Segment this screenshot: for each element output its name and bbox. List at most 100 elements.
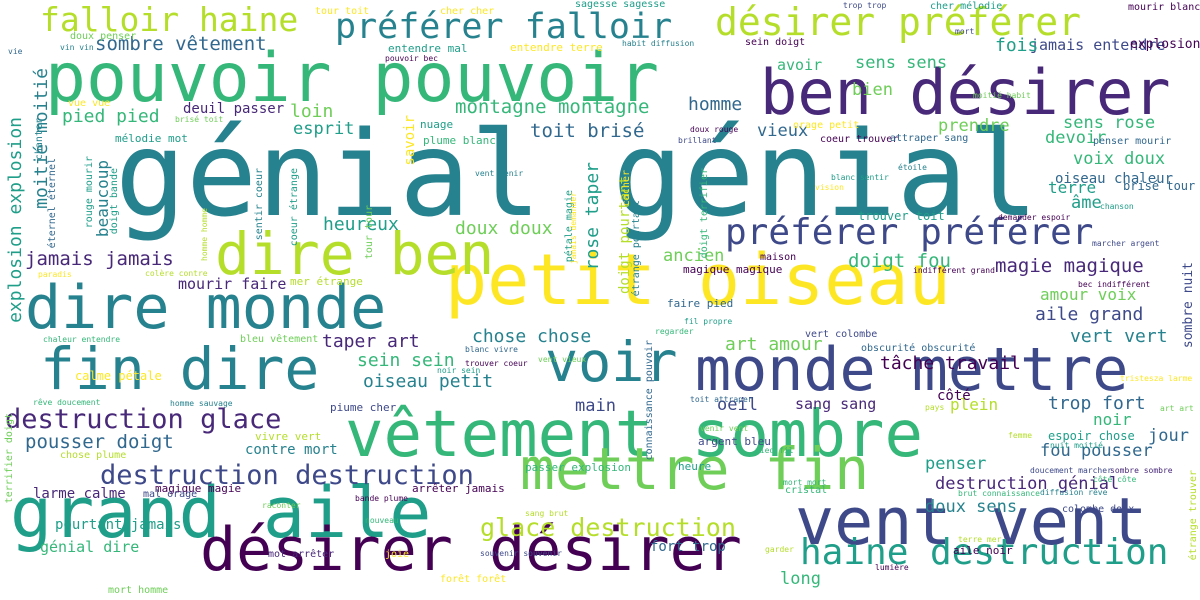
cloud-word: doucement marcher xyxy=(1030,466,1112,475)
cloud-word: coeur trouver xyxy=(820,134,899,145)
cloud-word: sombre sombre xyxy=(1110,466,1173,475)
cloud-word: tristesza larme xyxy=(1120,374,1193,383)
cloud-word: brillant xyxy=(678,136,717,145)
cloud-word: préférer préférer xyxy=(725,212,1094,253)
cloud-word: art amour xyxy=(725,334,823,355)
cloud-word: aile grand xyxy=(1035,304,1144,325)
cloud-word: prendre xyxy=(938,116,1010,136)
cloud-word: mort xyxy=(955,27,975,36)
cloud-word: passer explosion xyxy=(525,461,631,474)
cloud-word: toit attraper xyxy=(690,395,753,404)
cloud-word: mal orage xyxy=(143,489,198,500)
cloud-word: âme xyxy=(1071,193,1102,213)
cloud-word: larme calme xyxy=(33,486,126,502)
cloud-word: magie magique xyxy=(995,255,1144,277)
cloud-word: pays xyxy=(925,403,945,412)
cloud-word: attraper sang xyxy=(890,133,969,144)
cloud-word: désirer désirer xyxy=(200,515,742,585)
cloud-word: doigt bande xyxy=(109,168,120,235)
cloud-word: pied fil xyxy=(755,446,794,455)
cloud-word: art art xyxy=(1160,404,1194,413)
cloud-word: piume cher xyxy=(330,401,397,414)
cloud-word: trop fort xyxy=(1048,393,1146,414)
cloud-word: noir xyxy=(1093,410,1132,429)
cloud-word: oiseau chaleur xyxy=(1055,171,1174,187)
cloud-word: maison xyxy=(760,252,797,263)
cloud-word: terre mer xyxy=(958,535,1002,544)
cloud-word: cristal xyxy=(785,485,828,496)
cloud-word: fin dire xyxy=(40,335,320,403)
cloud-word: explosion tristeza xyxy=(1130,37,1200,52)
cloud-word: calme pétale xyxy=(75,369,162,383)
cloud-word: aile noir xyxy=(953,544,1013,557)
cloud-word: doux doux xyxy=(455,218,553,239)
cloud-word: pousser doigt xyxy=(25,431,174,453)
cloud-word: cher mélodie xyxy=(930,1,1003,12)
cloud-word: loin xyxy=(290,101,334,122)
cloud-word: oeil xyxy=(717,395,758,415)
cloud-word: destruction génial xyxy=(935,474,1120,494)
cloud-word: chose chose xyxy=(472,326,592,347)
cloud-word: vent venir xyxy=(475,169,524,178)
cloud-word: colombe doux xyxy=(1062,504,1135,515)
cloud-word: dire ben xyxy=(215,220,495,288)
cloud-word: penser xyxy=(925,454,987,474)
cloud-word: taper art xyxy=(322,331,420,352)
cloud-word: entendre mal xyxy=(388,42,468,55)
cloud-word: vêtement sombre xyxy=(345,398,923,472)
cloud-word: rose taper xyxy=(582,162,603,271)
cloud-word: brisé toit xyxy=(175,115,224,124)
cloud-word: sang sang xyxy=(795,395,877,413)
cloud-word: sens rose xyxy=(1063,113,1156,133)
cloud-word: diffusion rêve xyxy=(1040,488,1108,497)
cloud-word: bleu vêtement xyxy=(240,334,319,345)
cloud-word: pouvoir pouvoir xyxy=(45,39,660,118)
cloud-word: faire pied xyxy=(667,297,734,310)
cloud-word: vue vue xyxy=(68,98,111,109)
cloud-word: marcher argent xyxy=(1092,239,1160,248)
cloud-word: trouver toit xyxy=(858,209,945,223)
cloud-word: devoir xyxy=(1045,128,1107,148)
cloud-word: indifférent grand xyxy=(913,266,995,275)
cloud-word: tâche travail xyxy=(880,353,1021,374)
cloud-word: doux rouge xyxy=(690,125,739,134)
cloud-word: bande plume xyxy=(355,494,408,503)
cloud-word: pied pied xyxy=(62,106,160,127)
cloud-word: ancien xyxy=(663,246,725,266)
cloud-word: trouver coeur xyxy=(465,359,528,368)
cloud-word: plein xyxy=(950,395,999,414)
cloud-word: vert colombe xyxy=(805,329,878,340)
cloud-word: sang brut xyxy=(525,509,569,518)
cloud-word: lumière xyxy=(875,563,909,572)
cloud-word: haine destruction xyxy=(800,532,1169,573)
cloud-word: chanson xyxy=(1100,202,1134,211)
cloud-word: avoir xyxy=(777,56,823,74)
cloud-word: plume blanc xyxy=(423,134,496,147)
cloud-word: cher cher xyxy=(440,6,495,17)
cloud-word: coeur étrange xyxy=(289,168,300,247)
cloud-word: brisé tour xyxy=(1123,179,1196,193)
cloud-word: mourir faire xyxy=(178,275,287,293)
cloud-word: doux penser xyxy=(70,31,137,42)
cloud-word: homme xyxy=(688,94,743,115)
cloud-word: moitié habit xyxy=(973,91,1031,100)
cloud-word: rêve doucement xyxy=(33,398,101,407)
cloud-word: mer étrange xyxy=(290,275,363,288)
cloud-word: grand aile xyxy=(10,472,432,554)
cloud-word: main xyxy=(575,396,616,416)
cloud-word: dire monde xyxy=(25,273,387,343)
cloud-word: sein sein xyxy=(357,350,455,371)
cloud-word: paradis xyxy=(38,270,72,279)
cloud-word: mettre fin xyxy=(520,435,870,503)
cloud-word: nouveau xyxy=(365,516,399,525)
cloud-word: savoir xyxy=(402,115,418,166)
cloud-word: chose plume xyxy=(60,450,127,461)
cloud-word: rouge mourir xyxy=(84,156,95,229)
cloud-word: éternel éternel xyxy=(47,158,58,249)
cloud-word: nuit moitié xyxy=(1050,441,1103,450)
cloud-word: bien xyxy=(852,80,893,100)
cloud-word: orage petit xyxy=(793,120,860,131)
cloud-word: pouvoir bec xyxy=(385,54,438,63)
cloud-word: pourtant jamais xyxy=(55,517,182,533)
